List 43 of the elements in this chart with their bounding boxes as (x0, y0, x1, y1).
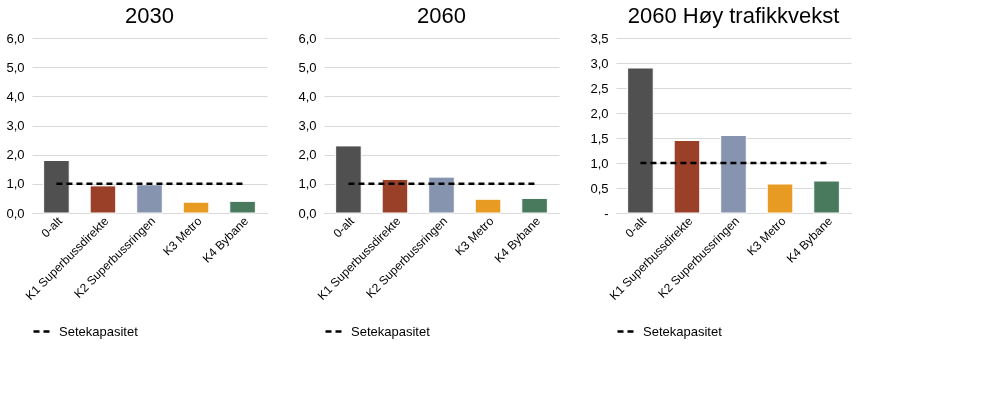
legend-label: Setekapasitet (643, 323, 723, 339)
bar (521, 197, 548, 214)
bar (381, 178, 409, 214)
y-tick-label: 2,0 (6, 147, 25, 163)
bar (229, 200, 256, 214)
y-tick-label: 3,0 (298, 118, 317, 133)
y-tick-label: 2,5 (590, 80, 609, 96)
bar (813, 180, 840, 214)
y-tick-label: 2,0 (298, 147, 317, 163)
bar (627, 67, 654, 214)
y-tick-label: 4,0 (298, 88, 317, 104)
bar (474, 198, 502, 214)
bar (428, 176, 455, 214)
legend-label: Setekapasitet (351, 323, 431, 339)
y-tick-label: 5,0 (298, 59, 317, 75)
y-tick-label: 3,5 (590, 30, 609, 46)
bar (182, 201, 210, 214)
y-tick-label: 0,0 (6, 205, 25, 221)
y-tick-label: 0,0 (298, 205, 317, 221)
legend-label: Setekapasitet (59, 323, 139, 339)
chart-title: 2060 (417, 3, 466, 28)
y-tick-label: 6,0 (6, 30, 25, 46)
y-tick-label: 1,5 (590, 130, 609, 146)
bar (720, 135, 747, 214)
y-tick-label: 3,0 (6, 118, 25, 133)
y-tick-label: 5,0 (6, 59, 25, 75)
bar (335, 145, 362, 214)
chart-title: 2030 (125, 3, 174, 28)
y-tick-label: 1,0 (298, 176, 317, 192)
chart-title: 2060 Høy trafikkvekst (627, 3, 840, 28)
bar (136, 184, 163, 214)
bar (673, 140, 701, 214)
bar (43, 160, 70, 214)
y-tick-label: - (604, 205, 609, 221)
bar (766, 183, 794, 214)
y-tick-label: 6,0 (298, 30, 317, 46)
y-tick-label: 4,0 (6, 88, 25, 104)
y-tick-label: 2,0 (590, 105, 609, 121)
y-tick-label: 1,0 (6, 176, 25, 192)
y-tick-label: 3,0 (590, 55, 609, 71)
y-tick-label: 0,5 (590, 180, 609, 196)
y-tick-label: 1,0 (590, 155, 609, 171)
bar (89, 185, 117, 214)
